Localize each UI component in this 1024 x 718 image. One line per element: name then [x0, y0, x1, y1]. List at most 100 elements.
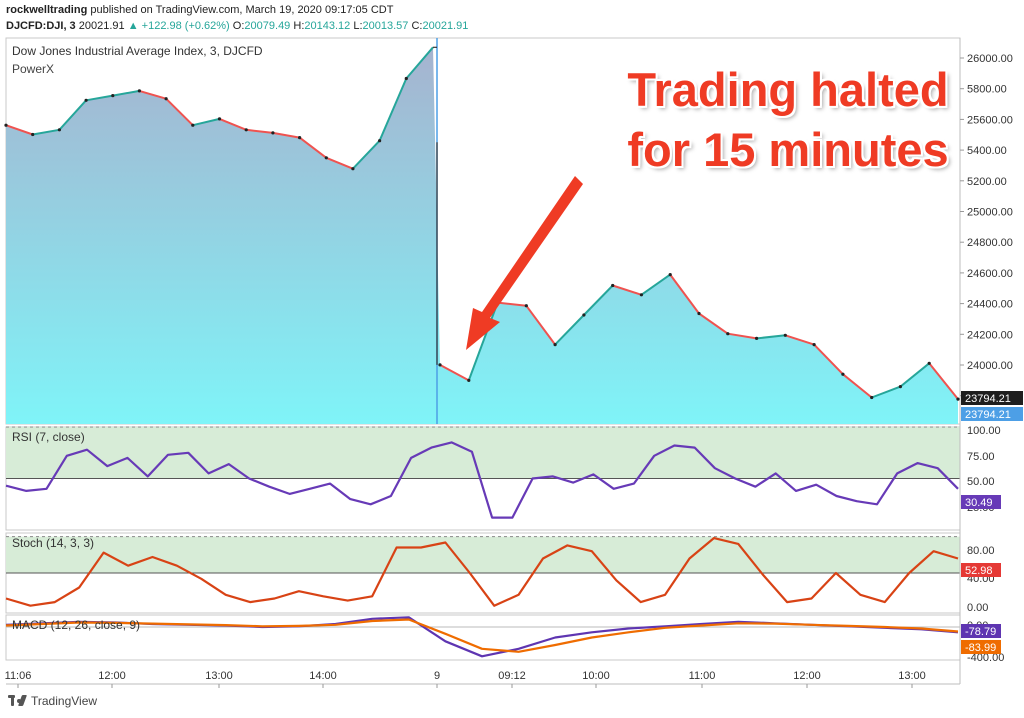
price-segment: [467, 302, 499, 381]
price-segment: [439, 364, 470, 382]
stoch-last-tag-label: 52.98: [965, 565, 993, 577]
price-segment: [32, 128, 60, 136]
time-tick-label: 09:12: [498, 670, 526, 682]
macd-last-tag-label: -78.79: [965, 626, 996, 638]
stoch-title: Stoch (14, 3, 3): [12, 536, 94, 550]
last-price-tag: [961, 391, 1023, 405]
macd-tick-label: -400.00: [967, 652, 1004, 664]
open-label: O:: [232, 20, 245, 32]
rsi-line: [5, 441, 959, 519]
price-tick-label: 25000.00: [967, 207, 1013, 219]
rsi-tick-label: 50.00: [967, 476, 995, 488]
price-point: [812, 343, 816, 347]
price-point: [841, 372, 845, 376]
price-tick-label: 24800.00: [967, 237, 1013, 249]
price-tick-label: 24200.00: [967, 329, 1013, 341]
price-point: [217, 117, 222, 121]
rsi-last-tag: [961, 495, 1001, 509]
price-tick-label: 24000.00: [967, 360, 1013, 372]
price-point: [111, 94, 115, 98]
price-point: [324, 156, 328, 160]
close-label: C:: [411, 20, 423, 32]
symbol-name[interactable]: DJCFD:DJI, 3: [6, 20, 76, 32]
price-segment: [272, 131, 300, 139]
time-tick-label: 13:00: [898, 670, 926, 682]
annotation-line-2: for 15 minutes: [627, 123, 949, 176]
time-tick-label: 10:00: [582, 670, 610, 682]
price-point: [31, 132, 35, 137]
price-segment: [85, 94, 113, 102]
price-tick-label: 25600.00: [967, 114, 1013, 126]
price-point: [351, 167, 355, 171]
signal-line: [5, 618, 959, 653]
high-value: 20143.12: [304, 20, 351, 32]
time-tick-label: 14:00: [309, 670, 337, 682]
time-tick-label: 11:00: [689, 670, 716, 682]
last-price-label: 23794.21: [965, 409, 1011, 421]
time-tick-label: 12:00: [793, 670, 821, 682]
price-segment: [756, 334, 786, 340]
price-segment: [112, 89, 140, 97]
price-point: [467, 378, 471, 382]
price-segment: [727, 332, 757, 340]
price-tick-label: 26000.00: [967, 53, 1013, 65]
price-segment: [784, 334, 815, 346]
annotation-text: Trading halted for 15 minutes: [588, 60, 988, 180]
price-segment: [139, 89, 167, 100]
price-point: [137, 89, 141, 93]
price-segment: [246, 128, 274, 134]
price-point: [726, 332, 730, 336]
low-value: 20013.57: [362, 20, 409, 32]
price-segment: [219, 117, 247, 131]
price-segment: [378, 78, 408, 142]
time-tick-label: 13:00: [205, 670, 233, 682]
price-point: [298, 136, 302, 140]
author-name[interactable]: rockwelltrading: [6, 4, 88, 16]
pane-frame-3: [5, 614, 961, 661]
price-tick-label: 5200.00: [967, 176, 1007, 188]
stoch-band: [6, 536, 960, 573]
price-segment: [165, 97, 194, 126]
publish-info: published on TradingView.com, March 19, …: [90, 4, 394, 16]
price-point: [668, 273, 672, 277]
time-tick-label: 12:00: [98, 670, 126, 682]
price-point: [164, 97, 168, 101]
price-segment: [58, 99, 87, 131]
price-segment: [5, 124, 34, 136]
signal-last-tag: [961, 640, 1001, 654]
macd-title: MACD (12, 26, close, 9): [12, 618, 140, 632]
close-value: 20021.91: [422, 20, 469, 32]
price-point: [898, 385, 903, 389]
footer-brand[interactable]: TradingView: [8, 694, 97, 708]
rsi-tick-label: 75.00: [967, 451, 995, 463]
price-point: [582, 313, 586, 317]
annotation-arrow-icon: [466, 176, 583, 350]
rsi-last-tag-label: 30.49: [965, 497, 993, 509]
rsi-title: RSI (7, close): [12, 430, 85, 444]
low-label: L:: [353, 20, 363, 32]
price-segment: [405, 46, 434, 80]
price-point: [870, 395, 874, 400]
price-point: [553, 343, 557, 347]
price-segment: [842, 373, 873, 399]
price-segment: [899, 362, 930, 388]
price-point: [84, 98, 88, 102]
price-point: [956, 397, 960, 401]
price-segment: [325, 156, 354, 170]
price-tick-label: 5800.00: [967, 84, 1007, 96]
main-pane-title: Dow Jones Industrial Average Index, 3, D…: [12, 44, 263, 58]
signal-last-tag-label: -83.99: [965, 642, 996, 654]
rsi-tick-label: 100.00: [967, 425, 1001, 437]
triangle-up-icon: ▲: [127, 20, 139, 32]
footer-brand-label: TradingView: [31, 694, 98, 708]
last-price-label: 23794.21: [965, 393, 1011, 405]
publish-header: rockwelltrading published on TradingView…: [6, 4, 393, 16]
price-point: [783, 333, 787, 337]
price-point: [524, 304, 528, 308]
annotation-line-1: Trading halted: [627, 63, 949, 116]
last-price: 20021.91: [78, 20, 125, 32]
price-segment: [298, 136, 327, 159]
symbol-legend: DJCFD:DJI, 3 20021.91 ▲ +122.98 (+0.62%)…: [6, 20, 468, 32]
price-area-fill: [6, 47, 958, 425]
